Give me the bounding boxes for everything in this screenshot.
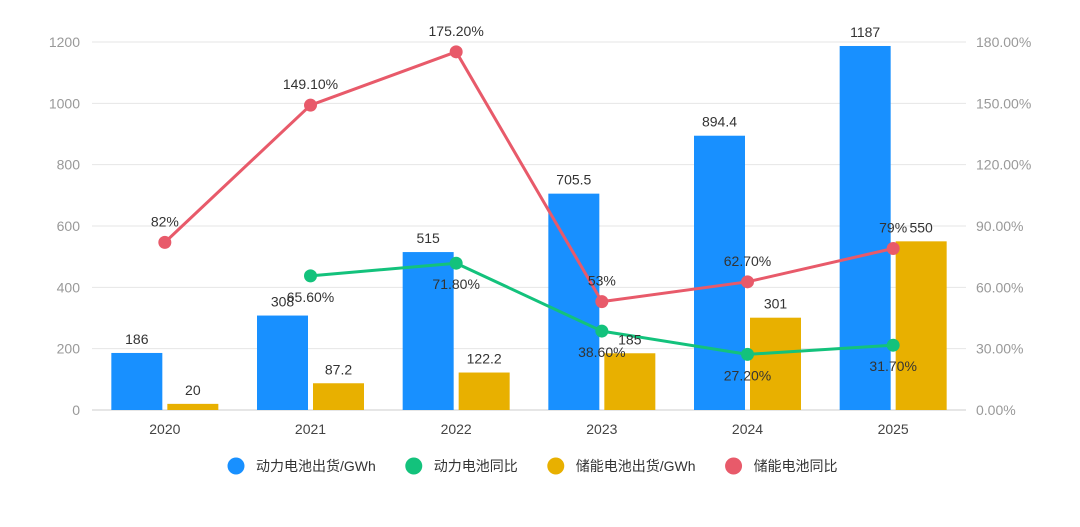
bar (257, 315, 308, 410)
bar-marks (111, 45, 947, 411)
bar-value-label: 20 (185, 382, 201, 398)
right-tick-label: 180.00% (976, 34, 1031, 50)
bar (458, 372, 510, 410)
right-tick-label: 90.00% (976, 218, 1023, 234)
line-point (158, 235, 172, 249)
legend-marker (227, 457, 245, 475)
left-tick-label: 600 (57, 218, 81, 234)
left-tick-label: 1000 (49, 95, 80, 111)
right-tick-label: 120.00% (976, 157, 1031, 173)
line-point (449, 45, 463, 59)
bar (313, 383, 364, 410)
bar (548, 193, 600, 410)
bar-value-label: 186 (125, 331, 149, 347)
bar-value-label: 308 (271, 294, 295, 310)
right-tick-label: 30.00% (976, 341, 1023, 357)
line-value-label: 38.60% (578, 344, 625, 360)
line-point (595, 295, 609, 309)
legend-marker (547, 457, 565, 475)
legend: 动力电池出货/GWh 动力电池同比 储能电池出货/GWh 储能电池同比 (227, 457, 838, 475)
bar (604, 353, 656, 410)
left-tick-label: 0 (72, 402, 80, 418)
bar-value-label: 515 (416, 230, 440, 246)
bar-value-label: 301 (764, 296, 788, 312)
bar-value-label: 705.5 (556, 172, 591, 188)
left-tick-label: 200 (57, 341, 81, 357)
line-point (741, 275, 754, 289)
bar (402, 252, 454, 410)
line-point (449, 256, 463, 270)
line-value-label: 71.80% (432, 276, 479, 292)
line-value-label: 65.60% (287, 289, 334, 305)
right-tick-label: 60.00% (976, 279, 1023, 295)
line-value-label: 149.10% (283, 76, 338, 92)
bar-value-label: 122.2 (467, 351, 502, 367)
legend-label: 储能电池同比 (754, 458, 838, 474)
line-point (886, 241, 900, 255)
legend-marker (725, 457, 743, 475)
series-line (163, 50, 894, 304)
legend-label: 动力电池同比 (434, 458, 518, 474)
x-tick-label: 2023 (586, 421, 617, 437)
line-value-label: 62.70% (724, 253, 771, 269)
x-tick-label: 2020 (149, 421, 180, 437)
bar (111, 352, 163, 410)
data-labels: 186 308 515 705.5 894.4 1187 20 87.2 122.2 185 301… (125, 23, 933, 398)
x-tick-label: 2022 (441, 421, 472, 437)
right-tick-label: 150.00% (976, 95, 1031, 111)
bar-value-label: 87.2 (325, 361, 352, 377)
left-tick-label: 800 (57, 157, 81, 173)
line-point (595, 324, 609, 338)
bar-value-label: 185 (618, 331, 642, 347)
line-value-label: 79% (879, 219, 907, 235)
bar-value-label: 1187 (850, 24, 880, 40)
left-tick-label: 400 (57, 279, 81, 295)
legend-marker (405, 457, 423, 475)
right-tick-label: 0.00% (976, 402, 1016, 418)
bar (167, 403, 219, 410)
line-value-label: 53% (588, 273, 616, 289)
left-tick-label: 1200 (49, 34, 80, 50)
line-value-label: 175.20% (429, 23, 484, 39)
x-tick-label: 2021 (295, 421, 326, 437)
bar (895, 241, 947, 410)
line-point (741, 347, 754, 361)
bar (750, 317, 801, 410)
legend-label: 储能电池出货/GWh (576, 458, 696, 474)
line-point (886, 338, 900, 352)
bar (694, 135, 745, 410)
line-point (304, 98, 317, 112)
left-axis-ticks: 0 200 400 600 800 1000 1200 (49, 34, 80, 418)
x-tick-label: 2024 (732, 421, 763, 437)
grid-lines (92, 41, 966, 411)
line-point (304, 269, 317, 283)
x-tick-label: 2025 (878, 421, 909, 437)
line-value-label: 27.20% (724, 367, 771, 383)
bar-value-label: 550 (909, 219, 933, 235)
bar-value-label: 894.4 (702, 114, 737, 130)
x-axis: 2020 2021 2022 2023 2024 2025 (149, 421, 909, 437)
line-value-label: 82% (151, 213, 179, 229)
right-axis-ticks: 0.00% 30.00% 60.00% 90.00% 120.00% 150.00% 180… (976, 34, 1031, 418)
legend-label: 动力电池出货/GWh (256, 458, 376, 474)
line-marks (158, 45, 900, 361)
line-value-label: 31.70% (869, 358, 916, 374)
